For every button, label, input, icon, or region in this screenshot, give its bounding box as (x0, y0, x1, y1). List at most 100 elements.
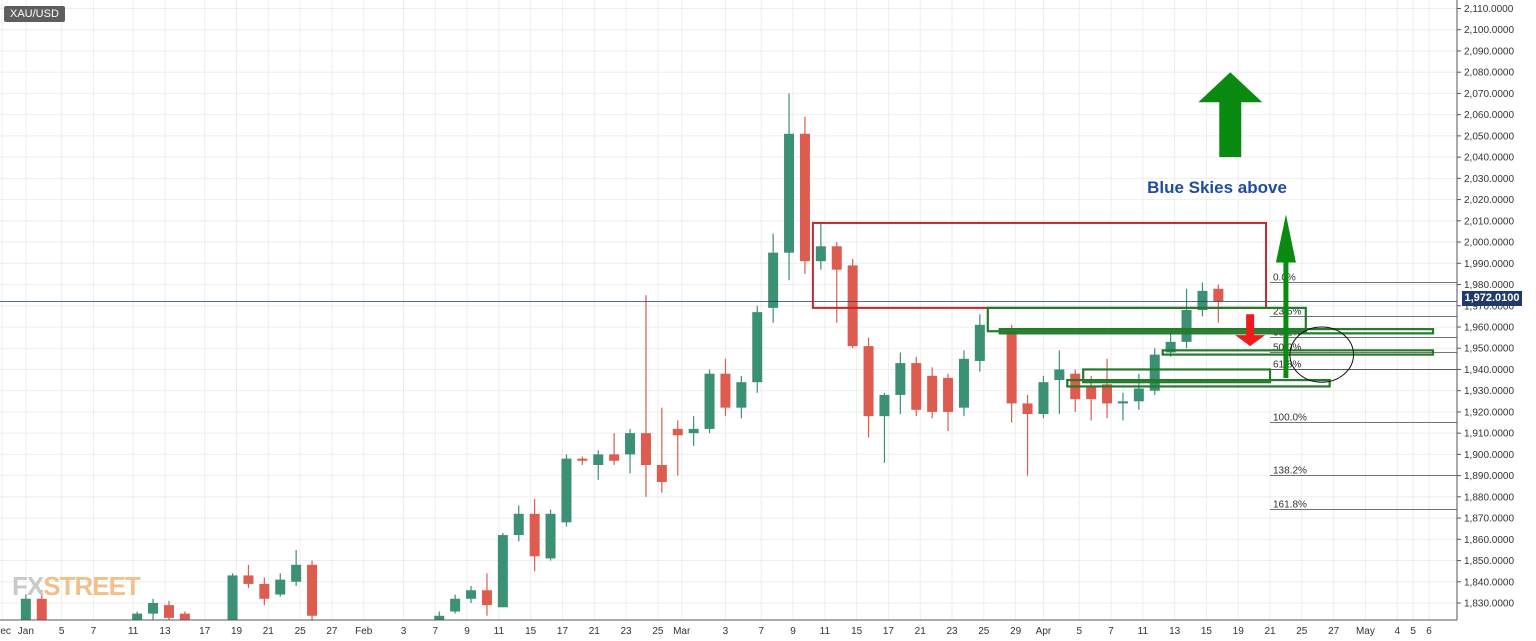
bullish-candle (275, 573, 286, 597)
bearish-candle (577, 456, 588, 465)
candle-body (307, 564, 318, 616)
x-tick-label: 11 (494, 626, 505, 637)
bearish-candle (481, 573, 492, 616)
bullish-candle (497, 532, 508, 608)
candle-body (513, 513, 524, 536)
bullish-candle (132, 611, 143, 620)
chart-grid (0, 0, 1457, 620)
candle-body (625, 433, 636, 455)
y-tick-label: 1,970.0000 (1464, 301, 1514, 312)
y-tick-label: 1,930.0000 (1464, 386, 1514, 397)
y-tick-label: 2,100.0000 (1464, 25, 1514, 36)
x-tick-label: 15 (1201, 626, 1213, 637)
x-tick-label: Jan (18, 626, 34, 637)
candle-body (974, 324, 985, 361)
bearish-candle (243, 564, 254, 589)
candle-body (752, 312, 763, 383)
candle-body (179, 613, 190, 620)
x-tick-label: 11 (820, 626, 831, 637)
candle-body (481, 590, 492, 606)
bullish-candle (20, 594, 31, 620)
candle-body (243, 575, 254, 584)
bullish-candle (434, 611, 445, 620)
x-tick-label: 7 (758, 626, 764, 637)
y-tick-label: 1,910.0000 (1464, 429, 1514, 440)
candle-body (688, 428, 699, 434)
symbol-badge[interactable]: XAU/USD (4, 6, 65, 22)
bullish-candle (752, 305, 763, 393)
x-tick-label: 21 (589, 626, 601, 637)
candle-body (497, 535, 508, 608)
candle-body (561, 458, 572, 523)
candle-body (656, 465, 667, 482)
bullish-candle (1054, 350, 1065, 415)
demand-zone-box (1161, 349, 1435, 356)
logo-street: STREET (43, 571, 141, 601)
thin-up-arrow-icon (1275, 214, 1296, 378)
bearish-candle (720, 358, 731, 417)
x-tick-label: May (1356, 626, 1375, 637)
current-price-badge: 1,972.0100 (1462, 291, 1522, 306)
y-tick-label: 2,110.0000 (1464, 4, 1514, 15)
logo-fx: FX (12, 571, 44, 601)
fib-level-label: 100.0% (1273, 413, 1307, 424)
candle-body (847, 265, 858, 347)
bullish-candle (291, 549, 302, 587)
bullish-candle (736, 375, 747, 419)
candle-body (704, 373, 715, 429)
y-tick-label: 1,960.0000 (1464, 322, 1514, 333)
x-tick-label: Dec (0, 626, 11, 637)
x-tick-label: 19 (231, 626, 243, 637)
bearish-candle (307, 560, 318, 620)
candle-body (259, 583, 270, 599)
fib-level-label: 161.8% (1273, 500, 1307, 511)
y-tick-label: 2,030.0000 (1464, 174, 1514, 185)
bullish-candle (768, 233, 779, 323)
bullish-candle (593, 450, 604, 480)
candle-body (768, 252, 779, 308)
y-tick-label: 2,070.0000 (1464, 89, 1514, 100)
bullish-candle (815, 222, 826, 270)
bullish-candle (625, 428, 636, 474)
bullish-candle (1197, 282, 1208, 317)
candle-body (736, 382, 747, 408)
candle-body (943, 377, 954, 412)
down-arrow-icon (1235, 314, 1266, 347)
x-tick-label: 17 (557, 626, 569, 637)
candle-body (1181, 310, 1192, 342)
x-tick-label: 13 (1169, 626, 1181, 637)
x-tick-label: 5 (1410, 626, 1416, 637)
x-tick-label: 15 (851, 626, 863, 637)
y-tick-label: 2,040.0000 (1464, 153, 1514, 164)
y-axis: 1,830.0000 1,840.0000 1,850.0000 1,860.0000… (1456, 0, 1514, 620)
bullish-candle (148, 598, 159, 620)
bullish-candle (1165, 331, 1176, 357)
x-tick-label: 27 (326, 626, 338, 637)
x-tick-label: 5 (59, 626, 65, 637)
y-tick-label: 2,000.0000 (1464, 238, 1514, 249)
bullish-candle (784, 93, 795, 281)
candle-body (1006, 331, 1017, 404)
zones-front-layer (811, 221, 1435, 388)
demand-zone-box (998, 328, 1435, 335)
bullish-candle (466, 586, 477, 604)
y-tick-label: 2,080.0000 (1464, 68, 1514, 79)
bullish-candle (545, 509, 556, 561)
candle-body (720, 373, 731, 408)
bearish-candle (1006, 324, 1017, 423)
x-tick-label: 7 (1108, 626, 1114, 637)
candle-body (132, 613, 143, 620)
x-tick-label: 6 (1426, 626, 1432, 637)
y-tick-label: 1,850.0000 (1464, 556, 1514, 567)
bearish-candle (259, 577, 270, 606)
x-tick-label: Mar (673, 626, 691, 637)
bearish-candle (163, 600, 174, 620)
x-axis: Dec Jan 5 7 11 13 17 19 21 25 27 Feb 3 7 9 11 15 17 21 23 25… (0, 619, 1457, 637)
fxstreet-logo: FXSTREET (12, 571, 141, 602)
x-tick-label: 15 (525, 626, 537, 637)
candle-body (450, 598, 461, 612)
bearish-candle (1213, 284, 1224, 323)
candle-body (1022, 403, 1033, 415)
candle-body (148, 603, 159, 614)
